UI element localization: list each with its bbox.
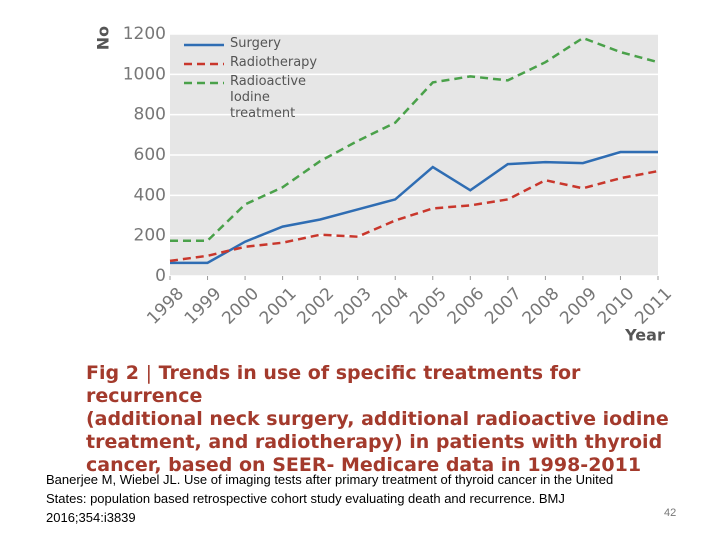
citation-line: Banerjee M, Wiebel JL. Use of imaging te… (46, 472, 614, 487)
legend-swatch (184, 43, 224, 47)
legend-item: Surgery (184, 36, 334, 52)
y-tick-label: 600 (134, 145, 166, 165)
y-tick-label: 800 (134, 105, 166, 125)
citation: Banerjee M, Wiebel JL. Use of imaging te… (46, 470, 706, 527)
x-tick-label: 2004 (369, 284, 414, 329)
y-axis-label: No (94, 26, 113, 50)
x-tick-label: 2011 (631, 284, 676, 329)
legend-label: Radioactive Iodine treatment (230, 74, 307, 121)
y-tick-label: 1200 (123, 24, 166, 44)
x-tick-label: 2007 (481, 284, 526, 329)
legend: Surgery Radiotherapy Radioactive Iodine tr… (184, 36, 334, 125)
series-line (169, 169, 659, 263)
series-line (170, 36, 659, 242)
y-tick-label: 400 (134, 185, 166, 205)
caption-text: Trends in use of specific treatments for… (86, 362, 581, 407)
x-tick-label: 2000 (218, 284, 263, 329)
x-tick-label: 2008 (519, 284, 564, 329)
x-tick-label: 1998 (143, 284, 188, 329)
citation-line: States: population based retrospective c… (46, 491, 565, 506)
separator: | (145, 362, 152, 384)
x-axis-label: Year (624, 326, 665, 345)
legend-item: Radiotherapy (184, 55, 334, 71)
chart: No Year 02004006008001000120019981999200… (94, 24, 677, 345)
caption-line: cancer, based on SEER- Medicare data in … (86, 454, 642, 476)
y-tick-label: 1000 (123, 64, 166, 84)
page-number: 42 (664, 507, 677, 519)
x-tick-label: 2003 (331, 284, 376, 329)
x-tick-label: 1999 (181, 284, 226, 329)
x-tick-label: 2002 (293, 284, 338, 329)
legend-swatch (184, 62, 224, 66)
x-tick-label: 2005 (406, 284, 451, 329)
figure-label: Fig 2 (86, 362, 139, 384)
x-tick-label: 2010 (594, 284, 639, 329)
caption-line: Fig 2 | Trends in use of specific treatm… (86, 362, 686, 408)
y-tick-label: 200 (134, 226, 166, 246)
caption-line: (additional neck surgery, additional rad… (86, 408, 669, 430)
legend-item: Radioactive Iodine treatment (184, 74, 334, 122)
x-tick-label: 2006 (444, 284, 489, 329)
x-tick-label: 2009 (556, 284, 601, 329)
caption-line: treatment, and radiotherapy) in patients… (86, 431, 663, 453)
legend-label: Surgery (230, 36, 281, 51)
legend-label: Radiotherapy (230, 55, 318, 70)
y-tick-label: 0 (155, 266, 166, 286)
series-line (170, 150, 658, 265)
legend-swatch (184, 81, 224, 85)
citation-line: 2016;354:i3839 (46, 510, 136, 525)
x-tick-label: 2001 (256, 284, 301, 329)
caption: Fig 2 | Trends in use of specific treatm… (86, 362, 686, 477)
